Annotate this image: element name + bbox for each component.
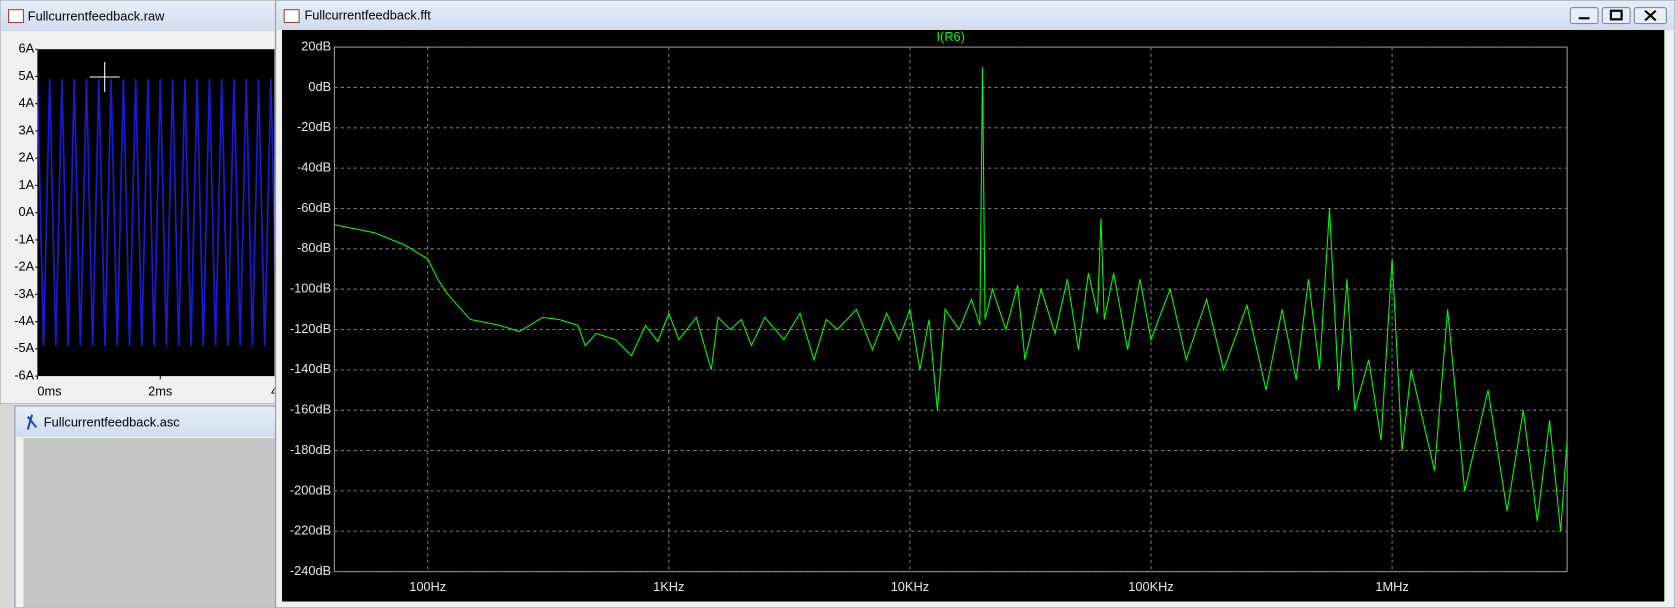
y-tick-label: -240dB [290,563,331,578]
x-tick-label: 1KHz [653,579,684,594]
y-tick-label: -80dB [297,240,331,255]
y-tick-label: -40dB [297,160,331,175]
title-bar[interactable] [16,407,276,437]
y-tick-label: -220dB [290,523,331,538]
window-title: Fullcurrentfeedback.raw [28,9,165,24]
fft-plot: 20dB 0dB -20dB -40dB -60dB -80dB -100dB -120dB -… [290,29,1568,594]
y-tick-label: -2A [14,259,34,274]
x-tick-label: 100KHz [1128,579,1174,594]
window-icon [283,9,300,24]
y-tick-label: -200dB [290,482,331,497]
y-tick-label: -120dB [290,321,331,336]
title-bar[interactable] [1,1,276,32]
minimize-button[interactable] [1569,7,1599,25]
maximize-button[interactable] [1601,7,1631,25]
y-tick-label: -20dB [297,119,331,134]
trace [37,79,275,347]
window-title: Fullcurrentfeedback.asc [44,414,180,429]
x-tick-label: 2ms [148,384,172,399]
y-tick-label: 4A [19,95,35,110]
y-tick-label: -140dB [290,361,331,376]
y-tick-label: 3A [19,122,35,137]
y-tick-label: 1A [19,177,35,192]
title-bar[interactable] [276,1,1674,30]
x-tick-label: 0ms [37,384,61,399]
asc-window: Fullcurrentfeedback.asc [14,405,277,608]
x-tick-label: 10KHz [891,579,929,594]
icon [1644,9,1657,22]
window-icon [8,9,25,24]
schematic-area [23,438,276,608]
window-icon [26,414,38,430]
y-tick-label: -6A [14,367,34,382]
x-tick-label: 100Hz [409,579,446,594]
y-tick-label: -100dB [290,281,331,296]
y-tick-label: -60dB [297,200,331,215]
y-tick-label: -4A [14,313,34,328]
y-tick-label: 0A [19,204,35,219]
y-tick-label: -1A [14,231,34,246]
y-tick-label: 20dB [301,38,331,53]
y-tick-label: 0dB [308,79,331,94]
y-tick-label: 5A [19,68,35,83]
x-tick-label: 1MHz [1375,579,1408,594]
trace-label: I(R6) [937,29,965,44]
fft-window: Fullcurrentfeedback.fft 20dB 0dB -20dB -40d… [275,0,1675,608]
window-buttons [1569,7,1667,25]
y-tick-label: 2A [19,150,35,165]
plot-pane [282,29,1665,602]
icon [1609,9,1623,21]
x-tick-label: 4ms [271,384,295,399]
y-tick-label: -180dB [290,442,331,457]
raw-window: Fullcurrentfeedback.raw 6A 5A 4A 3A 2A 1A 0A -1… [0,0,295,404]
y-tick-label: 6A [19,41,35,56]
window-title: Fullcurrentfeedback.fft [304,8,431,23]
y-tick-label: -3A [14,286,34,301]
y-tick-label: -160dB [290,402,331,417]
y-tick-label: -5A [14,340,34,355]
trace [334,67,1568,532]
cursor [89,62,120,92]
